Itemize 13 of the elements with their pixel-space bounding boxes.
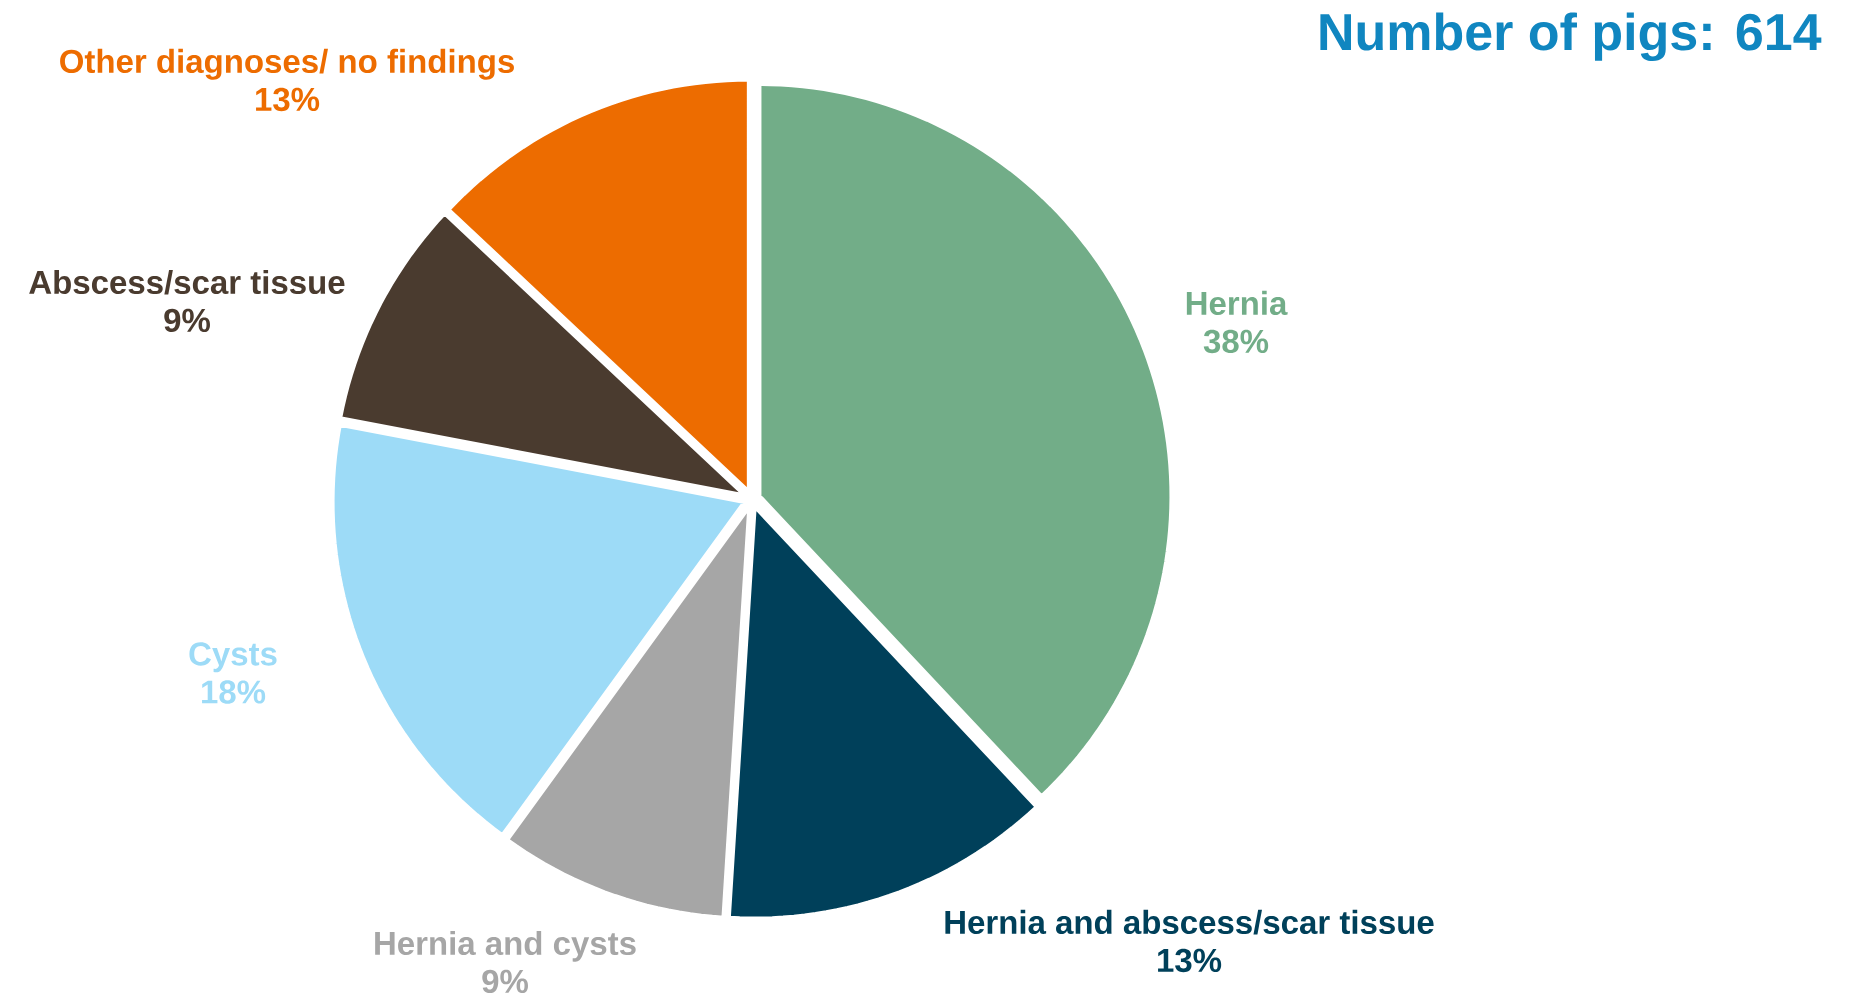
data-label: 18% (202, 680, 266, 704)
data-label: 9% (482, 969, 528, 994)
slice-label: Other diagnoses/ no findings (60, 48, 514, 80)
data-label: 9% (164, 308, 210, 333)
slice-label: Hernia and abscess/scar tissue (945, 909, 1434, 935)
slice-label: Abscess/scar tissue (29, 269, 345, 295)
slice-label: Hernia and cysts (375, 930, 636, 962)
text: Number of pigs: 614 (1320, 12, 1822, 62)
data-label: 13% (1158, 948, 1222, 973)
slice-label: Hernia (1186, 290, 1288, 316)
data-label: 38% (1203, 329, 1269, 354)
data-label: 13% (256, 87, 320, 112)
slice-label: Cysts (189, 642, 277, 673)
